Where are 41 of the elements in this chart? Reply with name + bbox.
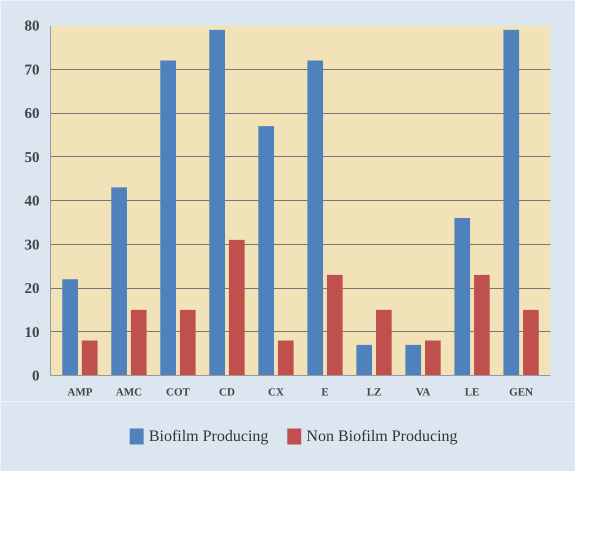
x-tick-label: CD [219, 386, 235, 398]
y-tick-label: 20 [24, 281, 40, 297]
bar [111, 187, 127, 376]
x-tick-label: VA [416, 386, 430, 398]
bar [307, 60, 324, 376]
y-tick-label: 80 [24, 18, 40, 34]
bar [82, 340, 98, 376]
bar [62, 279, 78, 376]
y-tick-label: 60 [24, 106, 40, 122]
x-tick-label: AMC [116, 386, 142, 398]
bar [454, 218, 470, 376]
x-tick-label: GEN [509, 386, 534, 398]
bar [503, 30, 520, 376]
y-tick-label: 50 [24, 150, 40, 166]
legend-label: Non Biofilm Producing [306, 428, 458, 445]
x-tick-label: AMP [67, 386, 93, 398]
legend-label: Biofilm Producing [148, 428, 268, 445]
bar [278, 340, 294, 376]
y-tick-label: 30 [24, 237, 40, 254]
x-tick-label: COT [166, 386, 191, 398]
bar [258, 126, 274, 376]
bar [376, 310, 392, 376]
bar [326, 274, 343, 376]
bar [180, 310, 196, 376]
bar [228, 240, 245, 376]
x-tick-label: LE [464, 386, 480, 398]
bar [474, 274, 490, 376]
bar [356, 344, 372, 376]
y-tick-label: 10 [24, 324, 40, 341]
bar [523, 310, 539, 376]
bar [405, 344, 422, 376]
bar [160, 60, 176, 376]
bar [425, 340, 441, 376]
bar [130, 310, 147, 376]
y-tick-label: 40 [24, 194, 40, 210]
x-tick-label: LZ [366, 386, 382, 398]
bar [209, 30, 226, 376]
x-tick-label: E [321, 386, 329, 398]
x-tick-label: CX [268, 386, 284, 398]
y-tick-label: 70 [24, 62, 40, 78]
y-tick-label: 0 [32, 368, 40, 384]
